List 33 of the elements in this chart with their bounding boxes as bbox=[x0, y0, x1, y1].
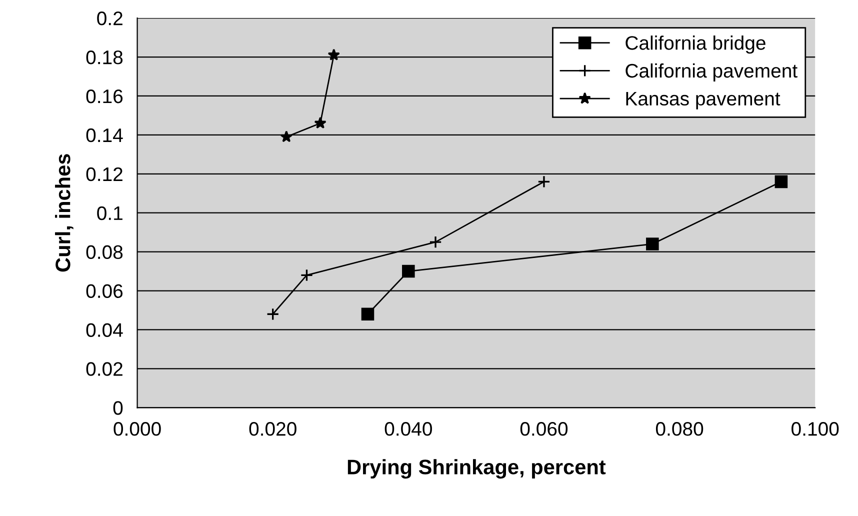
point bbox=[402, 264, 415, 278]
y-tick-label: 0 bbox=[113, 401, 123, 415]
y-tick-label: 0.04 bbox=[86, 323, 123, 337]
legend-label: California bridge bbox=[626, 36, 766, 54]
point bbox=[361, 308, 374, 321]
point bbox=[328, 48, 340, 60]
y-tick-label: 0.1 bbox=[97, 206, 122, 220]
x-tick-label: 0.020 bbox=[249, 422, 296, 436]
y-tick-label: 0.18 bbox=[86, 50, 123, 64]
y-axis-title: Curl, inches bbox=[55, 154, 74, 272]
x-axis-title: Drying Shrinkage, percent bbox=[348, 459, 606, 479]
point bbox=[280, 130, 293, 142]
point bbox=[314, 116, 326, 129]
x-tick-label: 0.060 bbox=[520, 422, 568, 436]
y-tick-label: 0.02 bbox=[86, 362, 122, 376]
x-tick-label: 0.000 bbox=[114, 422, 161, 436]
point bbox=[538, 175, 550, 188]
y-tick-label: 0.08 bbox=[86, 245, 123, 260]
legend-label: California pavement bbox=[626, 63, 798, 82]
y-tick-label: 0.06 bbox=[86, 284, 123, 298]
x-tick-label: 0.100 bbox=[792, 422, 839, 436]
y-tick-label: 0.16 bbox=[86, 89, 123, 104]
point bbox=[429, 236, 442, 248]
legend-label: Kansas pavement bbox=[626, 92, 780, 110]
x-tick-label: 0.040 bbox=[384, 422, 432, 436]
point bbox=[774, 175, 788, 188]
x-tick-label: 0.080 bbox=[656, 422, 704, 436]
y-tick-label: 0.14 bbox=[86, 128, 123, 142]
point bbox=[300, 268, 314, 282]
point bbox=[646, 238, 659, 250]
point bbox=[266, 308, 280, 321]
y-tick-label: 0.12 bbox=[86, 167, 122, 182]
y-tick-label: 0.2 bbox=[97, 12, 122, 26]
